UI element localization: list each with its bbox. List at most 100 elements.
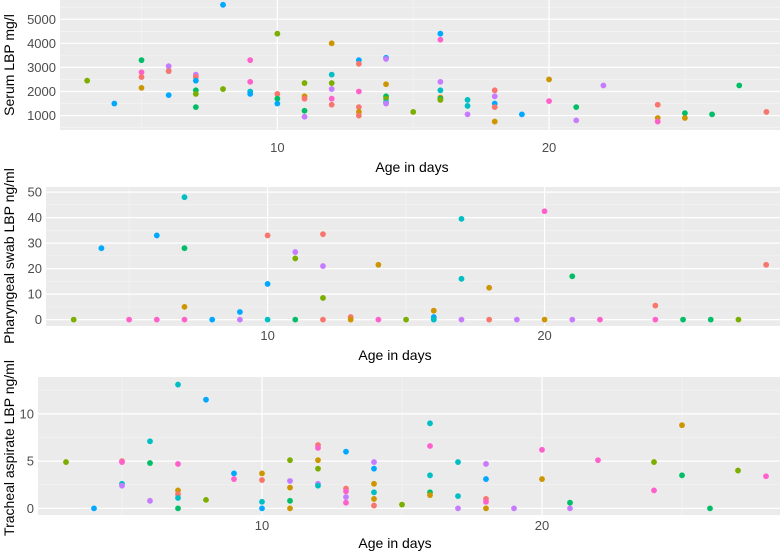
data-point bbox=[138, 69, 145, 76]
data-point bbox=[126, 316, 132, 323]
data-point bbox=[203, 396, 209, 403]
data-point bbox=[371, 465, 377, 472]
tracheal-panel: 0 5 10 10 20 Age in days Tracheal aspirate … bbox=[1, 360, 780, 551]
data-point bbox=[427, 420, 433, 427]
data-point bbox=[175, 505, 181, 512]
data-point bbox=[119, 459, 125, 465]
data-point bbox=[595, 457, 601, 464]
data-point bbox=[320, 263, 326, 269]
tracheal-gridlines bbox=[38, 377, 780, 515]
data-point bbox=[355, 60, 362, 67]
x-tick-label: 10 bbox=[255, 518, 269, 533]
data-point bbox=[483, 476, 489, 482]
data-point bbox=[455, 505, 461, 512]
y-tick-label: 10 bbox=[20, 406, 34, 421]
data-point bbox=[679, 472, 685, 479]
data-point bbox=[567, 505, 573, 512]
data-point bbox=[511, 505, 517, 512]
data-point bbox=[247, 57, 254, 64]
data-point bbox=[483, 505, 489, 512]
data-point bbox=[546, 98, 552, 105]
data-point bbox=[371, 496, 377, 502]
data-point bbox=[301, 113, 308, 120]
data-point bbox=[63, 459, 69, 465]
data-point bbox=[455, 459, 461, 465]
data-point bbox=[328, 71, 335, 78]
data-point bbox=[231, 470, 237, 477]
data-point bbox=[355, 104, 362, 111]
data-point bbox=[247, 78, 254, 85]
data-point bbox=[175, 381, 181, 388]
data-point bbox=[680, 316, 686, 323]
data-point bbox=[600, 82, 607, 89]
data-point bbox=[464, 111, 471, 118]
data-point bbox=[679, 422, 685, 429]
data-point bbox=[437, 87, 444, 94]
data-point bbox=[287, 505, 293, 512]
x-tick-label: 20 bbox=[542, 140, 556, 155]
data-point bbox=[464, 103, 471, 109]
data-point bbox=[736, 82, 743, 89]
data-point bbox=[355, 88, 362, 95]
data-point bbox=[652, 302, 659, 309]
data-point bbox=[315, 444, 321, 451]
data-point bbox=[682, 110, 688, 117]
data-point bbox=[91, 505, 97, 512]
data-point bbox=[569, 273, 576, 280]
data-point bbox=[383, 81, 389, 88]
y-tick-label: 4000 bbox=[27, 36, 56, 51]
data-point bbox=[147, 497, 153, 504]
data-point bbox=[437, 78, 444, 85]
data-point bbox=[147, 438, 153, 445]
data-point bbox=[763, 473, 769, 480]
data-point bbox=[301, 80, 308, 86]
data-point bbox=[175, 461, 181, 467]
data-point bbox=[301, 107, 308, 114]
data-point bbox=[569, 316, 576, 323]
data-point bbox=[274, 100, 281, 107]
data-point bbox=[181, 194, 188, 201]
x-tick-label: 20 bbox=[537, 328, 551, 343]
data-point bbox=[707, 505, 713, 512]
data-point bbox=[707, 316, 714, 323]
tracheal-x-tick-labels: 10 20 bbox=[255, 518, 549, 533]
tracheal-y-axis-title: Tracheal aspirate LBP ng/ml bbox=[1, 360, 17, 536]
data-point bbox=[111, 100, 118, 107]
data-point bbox=[458, 215, 465, 222]
data-point bbox=[735, 316, 742, 323]
data-point bbox=[437, 30, 444, 37]
y-tick-label: 30 bbox=[28, 236, 42, 251]
data-point bbox=[220, 1, 226, 8]
data-point bbox=[371, 480, 377, 487]
data-point bbox=[343, 499, 349, 506]
data-point bbox=[328, 80, 335, 86]
data-point bbox=[175, 495, 181, 501]
data-point bbox=[315, 482, 321, 489]
data-point bbox=[343, 494, 349, 500]
data-point bbox=[138, 74, 145, 80]
data-point bbox=[328, 101, 335, 108]
serum-y-tick-labels: 1000 2000 3000 4000 5000 bbox=[27, 12, 56, 123]
data-point bbox=[165, 63, 172, 70]
pharyngeal-x-tick-labels: 10 20 bbox=[260, 328, 551, 343]
data-point bbox=[315, 457, 321, 464]
data-point bbox=[84, 77, 91, 84]
y-tick-label: 0 bbox=[35, 312, 42, 327]
data-point bbox=[654, 101, 661, 108]
y-tick-label: 2000 bbox=[27, 84, 56, 99]
data-point bbox=[264, 316, 271, 323]
data-point bbox=[491, 93, 498, 100]
data-point bbox=[518, 111, 525, 118]
data-point bbox=[383, 100, 389, 107]
data-point bbox=[287, 497, 293, 504]
y-tick-label: 50 bbox=[28, 185, 42, 200]
data-point bbox=[220, 86, 226, 92]
data-point bbox=[403, 316, 409, 323]
data-point bbox=[430, 307, 437, 314]
pharyngeal-points bbox=[70, 194, 770, 323]
data-point bbox=[763, 261, 770, 268]
data-point bbox=[763, 109, 770, 115]
data-point bbox=[274, 30, 281, 37]
pharyngeal-x-axis-title: Age in days bbox=[358, 347, 431, 363]
data-point bbox=[165, 68, 172, 74]
